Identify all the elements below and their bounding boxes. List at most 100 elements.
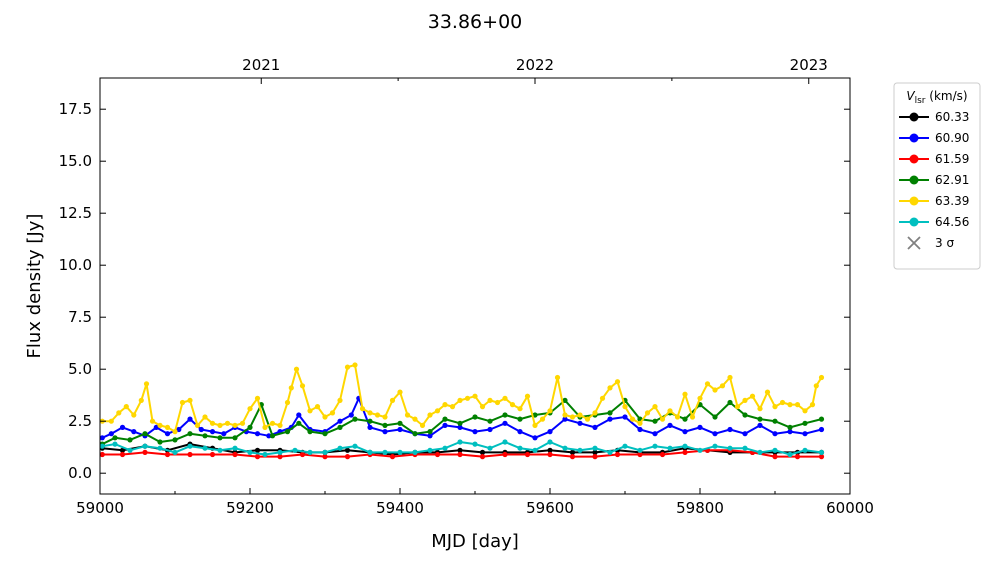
data-point xyxy=(187,443,193,449)
data-point xyxy=(457,451,463,458)
data-point xyxy=(509,402,516,408)
data-point xyxy=(637,420,643,426)
data-point xyxy=(577,412,583,418)
data-point xyxy=(232,435,238,441)
data-point xyxy=(502,451,508,458)
data-point xyxy=(337,445,343,451)
data-point xyxy=(157,422,163,428)
data-point xyxy=(742,412,748,418)
data-point xyxy=(131,429,137,435)
data-point xyxy=(254,454,261,460)
data-point xyxy=(359,406,366,412)
data-point xyxy=(487,426,493,433)
data-point xyxy=(659,451,666,458)
data-point xyxy=(712,414,718,420)
data-point xyxy=(818,449,825,455)
data-point xyxy=(637,451,643,458)
data-point xyxy=(138,397,144,403)
data-point xyxy=(157,445,163,451)
legend-marker xyxy=(909,154,919,164)
data-point xyxy=(487,445,493,451)
data-point xyxy=(142,431,148,437)
data-point xyxy=(577,447,583,453)
data-point xyxy=(607,416,613,422)
data-point xyxy=(307,408,313,414)
data-point xyxy=(337,397,343,403)
data-point xyxy=(772,418,778,424)
data-point xyxy=(818,416,825,422)
data-point xyxy=(314,404,321,410)
legend-entries: 60.33 60.90 61.59 62.91 63.39 64.56 3 σ xyxy=(899,110,969,250)
data-point xyxy=(614,451,621,458)
data-point xyxy=(689,414,696,420)
data-point xyxy=(818,454,825,460)
legend-entry: 61.59 xyxy=(899,152,969,166)
y-tick-label: 17.5 xyxy=(59,100,92,118)
data-point xyxy=(532,412,538,418)
data-point xyxy=(794,454,801,460)
legend-label: 61.59 xyxy=(935,152,969,166)
data-point xyxy=(607,410,613,416)
legend-marker xyxy=(909,175,919,185)
sigma-cross-icon xyxy=(907,236,921,250)
y-axis: 0.0 2.5 5.0 7.5 10.0 12.5 15.0 17.5 xyxy=(59,100,850,482)
top-tick-label: 2021 xyxy=(242,56,280,74)
data-point xyxy=(412,431,418,437)
data-point xyxy=(787,402,793,408)
data-point xyxy=(517,445,523,451)
data-point xyxy=(479,454,486,460)
data-point xyxy=(322,414,328,420)
y-tick-label: 5.0 xyxy=(68,360,92,378)
data-point xyxy=(254,395,261,401)
data-point xyxy=(532,422,538,428)
x-tick-label: 59400 xyxy=(376,499,424,517)
data-point xyxy=(577,420,583,426)
data-point xyxy=(547,408,553,414)
legend-entry: 64.56 xyxy=(899,215,969,229)
data-point xyxy=(472,429,478,435)
data-point xyxy=(284,399,291,406)
data-point xyxy=(494,399,501,406)
data-point xyxy=(487,418,493,424)
data-point xyxy=(296,420,302,426)
data-point xyxy=(172,449,178,455)
data-point xyxy=(622,414,628,420)
data-point xyxy=(299,383,306,389)
data-point xyxy=(787,429,793,435)
data-point xyxy=(397,426,403,433)
series-layer xyxy=(100,362,825,460)
data-point xyxy=(584,416,591,422)
data-point xyxy=(202,433,208,439)
data-point xyxy=(712,387,718,393)
y-tick-label: 0.0 xyxy=(68,464,92,482)
data-point xyxy=(667,445,673,451)
y-tick-label: 12.5 xyxy=(59,204,92,222)
plot-area xyxy=(99,77,851,495)
data-point xyxy=(742,397,748,403)
data-point xyxy=(344,447,351,453)
data-point xyxy=(547,429,553,435)
data-point xyxy=(187,431,193,437)
data-point xyxy=(367,449,373,455)
data-point xyxy=(532,435,538,441)
data-point xyxy=(719,383,726,389)
data-point xyxy=(389,397,396,403)
data-point xyxy=(127,437,133,443)
data-point xyxy=(592,410,598,416)
data-point xyxy=(682,429,688,435)
data-point xyxy=(802,431,808,437)
legend-label: 60.33 xyxy=(935,110,969,124)
data-point xyxy=(352,416,358,422)
data-point xyxy=(367,424,373,430)
data-point xyxy=(172,429,178,435)
data-point xyxy=(802,408,808,414)
data-point xyxy=(464,395,471,401)
x-axis: 59000 59200 59400 59600 59800 60000 xyxy=(76,488,874,517)
data-point xyxy=(217,435,223,441)
data-point xyxy=(449,404,456,410)
data-point xyxy=(157,439,163,445)
data-point xyxy=(116,410,122,416)
data-point xyxy=(322,449,328,455)
legend-marker xyxy=(909,196,919,206)
data-point xyxy=(142,449,148,455)
